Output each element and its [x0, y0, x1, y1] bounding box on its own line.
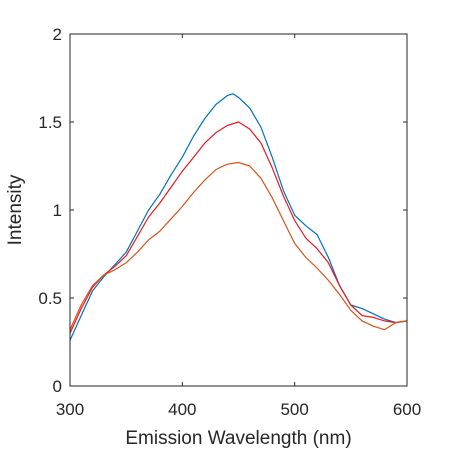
y-tick-label: 1.5 — [38, 113, 62, 132]
plot-lines — [69, 93, 408, 341]
x-tick-label: 600 — [393, 400, 421, 419]
x-tick-label: 400 — [168, 400, 196, 419]
plot-area-frame — [69, 33, 408, 387]
series-line-2 — [69, 121, 408, 334]
y-axis-label: Intensity — [5, 174, 26, 245]
y-tick-label: 0.5 — [38, 289, 62, 308]
y-tick-label: 1 — [53, 201, 62, 220]
series-line-3 — [69, 161, 408, 331]
x-axis: 300 400 500 600 — [56, 34, 421, 419]
y-tick-label: 0 — [53, 377, 62, 396]
x-tick-label: 300 — [56, 400, 84, 419]
y-tick-label: 2 — [53, 25, 62, 44]
series-line-1 — [69, 93, 408, 341]
x-tick-label: 500 — [280, 400, 308, 419]
y-axis: 0 0.5 1 1.5 2 — [38, 25, 407, 396]
x-axis-label: Emission Wavelength (nm) — [125, 428, 351, 449]
